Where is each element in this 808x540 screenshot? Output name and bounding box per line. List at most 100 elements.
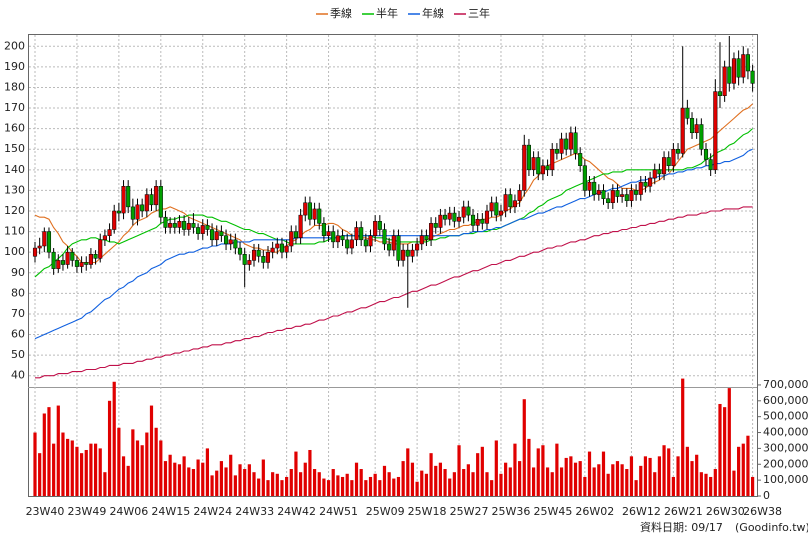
y-tick-label: 200 — [4, 39, 25, 52]
y-tick-label: 40 — [11, 369, 25, 382]
volume-bar — [219, 461, 223, 496]
candle-body — [643, 181, 648, 187]
y-tick-label: 190 — [4, 60, 25, 73]
volume-bar — [615, 461, 620, 496]
volume-bar — [182, 456, 186, 496]
volume-bar — [359, 469, 363, 496]
candle-body — [620, 194, 625, 197]
volume-bar — [564, 457, 568, 496]
candle-body — [251, 249, 257, 261]
volume-bar — [587, 451, 592, 496]
volume-bar — [52, 443, 56, 496]
candle-body — [680, 107, 685, 154]
candle-body — [182, 221, 187, 230]
volume-bar — [33, 432, 37, 496]
volume-bar — [578, 461, 582, 496]
volume-bar — [378, 480, 382, 496]
candle-body — [699, 124, 704, 150]
candle-body — [545, 165, 550, 171]
candle-body — [93, 253, 98, 259]
candle-body — [615, 190, 620, 197]
volume-tick-label: 700,000 — [763, 378, 808, 391]
volume-bar — [392, 478, 396, 496]
volume-bar — [690, 461, 694, 496]
candle-body — [596, 190, 601, 195]
volume-bar — [741, 443, 745, 496]
candle-body — [112, 210, 117, 230]
y-tick-label: 70 — [11, 307, 25, 320]
candle-body — [703, 148, 709, 160]
volume-bar — [457, 445, 461, 496]
volume-bar — [154, 427, 158, 496]
candle-body — [65, 251, 70, 265]
volume-bar — [569, 456, 573, 496]
volume-bar — [681, 378, 685, 496]
candle-body — [331, 231, 336, 243]
candle-body — [685, 107, 690, 119]
candle-body — [745, 54, 750, 72]
candle-body — [666, 157, 671, 166]
candle-body — [727, 66, 732, 84]
volume-bar — [229, 454, 233, 496]
volume-bar — [513, 443, 517, 496]
x-tick-label: 24W33 — [235, 505, 274, 518]
candle-body — [289, 231, 294, 247]
candle-body — [233, 239, 238, 249]
candle-body — [214, 231, 219, 241]
candle-body — [317, 208, 322, 224]
candle-body — [303, 202, 308, 216]
candle-body — [121, 186, 126, 214]
candle-body — [610, 190, 615, 204]
candle-body — [736, 58, 741, 78]
candle-body — [419, 235, 424, 245]
y-tick-label: 100 — [4, 245, 25, 258]
volume-bar — [737, 446, 741, 496]
candle-body — [256, 249, 261, 257]
candle-body — [312, 208, 317, 220]
candle-body — [582, 165, 587, 191]
volume-bar — [159, 440, 163, 496]
volume-bar — [299, 472, 303, 496]
volume-tick-label: 400,000 — [763, 426, 808, 439]
candle-body — [424, 235, 429, 241]
volume-bar — [438, 462, 442, 496]
candle-body — [354, 227, 359, 241]
volume-bar — [70, 440, 74, 496]
candle-body — [345, 239, 350, 249]
candle-body — [168, 223, 173, 228]
candle-body — [601, 190, 606, 199]
candle-body — [261, 256, 266, 263]
candle-body — [741, 54, 746, 78]
ma-line — [35, 206, 753, 379]
x-tick-label: 24W42 — [277, 505, 316, 518]
candle-body — [433, 223, 438, 228]
volume-bar — [648, 457, 652, 496]
volume-bar — [490, 480, 494, 496]
candle-body — [275, 243, 280, 249]
volume-bar — [499, 473, 503, 496]
volume-bar — [522, 399, 526, 496]
candle-body — [396, 235, 401, 261]
candle-body — [564, 138, 569, 150]
candle-body — [438, 214, 443, 228]
volume-bar — [336, 475, 340, 496]
volume-bar — [704, 473, 708, 496]
x-tick-label: 24W24 — [193, 505, 232, 518]
volume-bar — [629, 456, 634, 496]
volume-bar — [56, 405, 60, 496]
candle-body — [307, 202, 312, 220]
volume-bar — [699, 472, 703, 496]
candle-body — [587, 181, 592, 191]
candle-body — [79, 262, 84, 267]
volume-bar — [667, 448, 671, 496]
volume-tick-label: 300,000 — [763, 441, 808, 454]
plot-frame — [28, 34, 758, 497]
volume-bar — [536, 448, 540, 496]
volume-bar — [135, 440, 140, 496]
x-tick-label: 25W27 — [450, 505, 489, 518]
candle-body — [84, 262, 89, 265]
candle-body — [335, 235, 340, 243]
volume-bar — [243, 469, 247, 496]
candle-body — [578, 153, 583, 166]
candle-body — [648, 177, 653, 187]
